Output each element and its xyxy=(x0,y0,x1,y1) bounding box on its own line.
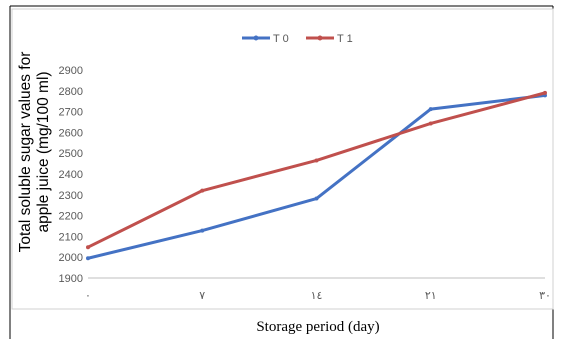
x-tick-label: ١٤ xyxy=(311,290,323,302)
x-tick-label: ٢١ xyxy=(425,290,437,302)
legend-marker-1 xyxy=(317,35,323,41)
legend-label-0: T 0 xyxy=(273,33,289,45)
x-tick-label: ٠ xyxy=(85,290,91,302)
legend-label-1: T 1 xyxy=(337,33,353,45)
y-tick-label: 2900 xyxy=(59,65,83,77)
y-tick-label: 2400 xyxy=(59,169,83,181)
y-axis-title-line1: Total soluble sugar values for xyxy=(17,52,34,253)
y-tick-label: 2100 xyxy=(59,231,83,243)
data-point xyxy=(428,121,433,126)
data-point xyxy=(543,90,547,95)
data-point xyxy=(314,196,319,201)
y-axis-title-line2: apple juice (mg/100 ml) xyxy=(35,71,52,232)
y-tick-label: 2200 xyxy=(59,211,83,223)
y-tick-label: 2800 xyxy=(59,86,83,98)
y-tick-label: 2600 xyxy=(59,127,83,139)
y-tick-label: 1900 xyxy=(59,273,83,285)
chart-area-frame xyxy=(11,8,554,310)
x-axis-title: Storage period (day) xyxy=(256,319,379,335)
data-point xyxy=(314,158,319,163)
data-point xyxy=(200,188,205,193)
series-line-1 xyxy=(87,91,546,249)
legend: T 0 T 1 xyxy=(242,33,353,45)
data-point xyxy=(428,107,433,112)
data-point xyxy=(86,256,90,261)
series-lines xyxy=(86,90,547,261)
legend-marker-0 xyxy=(253,35,259,41)
y-tick-label: 2300 xyxy=(59,190,83,202)
data-point xyxy=(200,228,205,233)
y-tick-label: 2500 xyxy=(59,148,83,160)
data-point xyxy=(86,245,90,250)
x-tick-label: ٣٠ xyxy=(539,290,551,302)
tick-labels: 1900 2000 2100 2200 2300 2400 2500 2600 2700 2800… xyxy=(59,65,551,302)
series-line-0 xyxy=(87,93,546,260)
y-tick-label: 2000 xyxy=(59,252,83,264)
x-tick-label: ٧ xyxy=(199,290,205,302)
y-tick-label: 2700 xyxy=(59,107,83,119)
